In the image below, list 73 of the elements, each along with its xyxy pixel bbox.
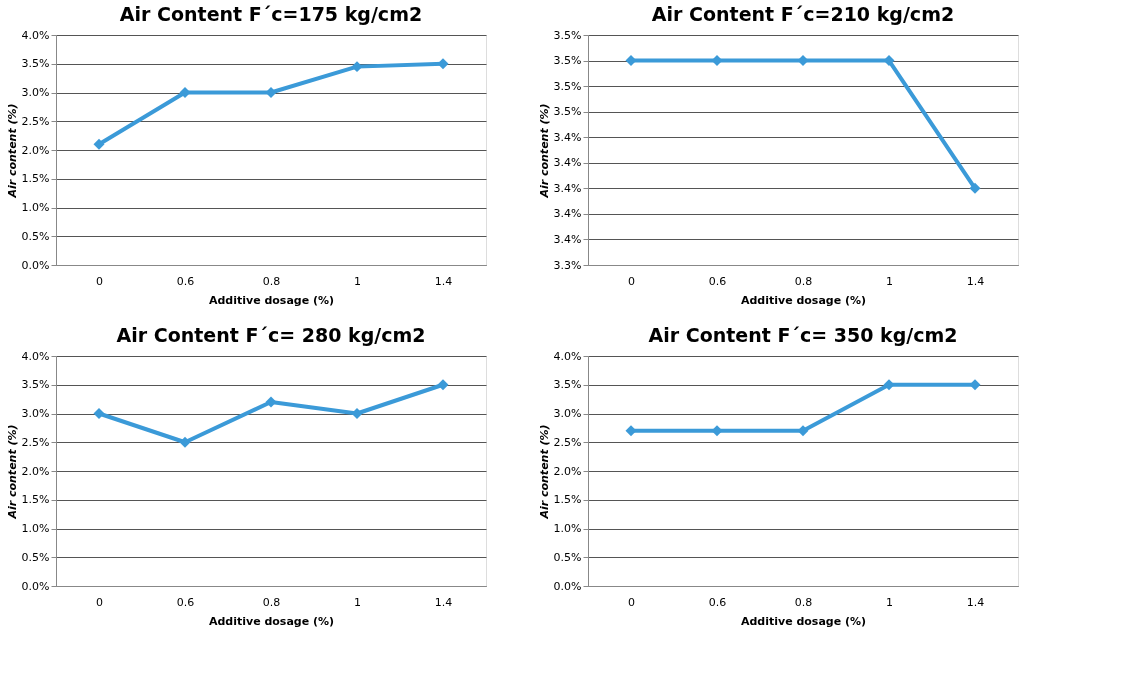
y-tick-label: 4.0% bbox=[21, 28, 50, 42]
y-tick-label: 3.5% bbox=[21, 57, 50, 71]
x-tick-label: 1 bbox=[886, 595, 893, 609]
y-tick-label: 2.5% bbox=[553, 435, 582, 449]
y-axis-title: Air content (%) bbox=[537, 103, 551, 199]
x-tick-label: 1 bbox=[354, 595, 361, 609]
y-tick-label: 3.5% bbox=[553, 105, 582, 119]
y-tick-label: 3.0% bbox=[21, 86, 50, 99]
x-tick-label: 0 bbox=[96, 274, 103, 288]
x-axis-title: Additive dosage (%) bbox=[208, 614, 335, 628]
x-tick-label: 0.6 bbox=[176, 274, 195, 288]
y-tick-label: 2.0% bbox=[553, 464, 582, 478]
y-tick-label: 1.0% bbox=[553, 522, 582, 535]
x-tick-label: 0 bbox=[96, 595, 103, 609]
x-tick-label: 0 bbox=[628, 274, 635, 288]
x-tick-label: 0.8 bbox=[794, 595, 813, 609]
y-tick-label: 3.3% bbox=[553, 258, 582, 272]
x-tick-label: 1.4 bbox=[434, 274, 453, 288]
y-tick-label: 1.0% bbox=[21, 201, 50, 214]
y-tick-label: 2.0% bbox=[21, 464, 50, 478]
y-tick-label: 1.5% bbox=[21, 493, 50, 507]
y-tick-label: 3.5% bbox=[553, 79, 582, 93]
x-tick-label: 0.8 bbox=[262, 274, 281, 288]
point bbox=[265, 396, 277, 408]
chart-title: Air Content F´c= 350 kg/cm2 bbox=[648, 324, 958, 346]
y-tick-label: 0.0% bbox=[21, 579, 50, 593]
chart-title: Air Content F´c=210 kg/cm2 bbox=[651, 3, 955, 25]
y-tick-label: 0.5% bbox=[21, 550, 50, 564]
chart-title: Air Content F´c=175 kg/cm2 bbox=[119, 3, 423, 25]
x-tick-label: 0.8 bbox=[794, 274, 813, 288]
y-axis-title: Air content (%) bbox=[5, 103, 19, 199]
x-tick-label: 0.6 bbox=[708, 274, 727, 288]
x-tick-label: 1.4 bbox=[966, 274, 985, 288]
point bbox=[437, 379, 449, 391]
y-tick-label: 0.0% bbox=[21, 258, 50, 272]
y-tick-label: 1.0% bbox=[21, 522, 50, 535]
y-axis-title: Air content (%) bbox=[537, 424, 551, 520]
y-tick-label: 3.4% bbox=[553, 181, 582, 195]
y-tick-label: 3.4% bbox=[553, 232, 582, 246]
x-tick-label: 1.4 bbox=[434, 595, 453, 609]
y-tick-label: 3.0% bbox=[553, 407, 582, 420]
x-tick-label: 1.4 bbox=[966, 595, 985, 609]
y-tick-label: 3.0% bbox=[21, 407, 50, 420]
y-tick-label: 2.5% bbox=[21, 435, 50, 449]
y-tick-label: 0.5% bbox=[553, 550, 582, 564]
x-tick-label: 0.8 bbox=[262, 595, 281, 609]
y-tick-label: 0.5% bbox=[21, 229, 50, 243]
x-tick-label: 0 bbox=[628, 595, 635, 609]
point bbox=[93, 138, 105, 150]
y-tick-label: 2.5% bbox=[21, 114, 50, 128]
chart-title: Air Content F´c= 280 kg/cm2 bbox=[116, 324, 426, 346]
y-tick-label: 0.0% bbox=[553, 579, 582, 593]
y-tick-label: 3.4% bbox=[553, 130, 582, 144]
x-axis-title: Additive dosage (%) bbox=[740, 614, 867, 628]
x-axis-title: Additive dosage (%) bbox=[740, 293, 867, 307]
y-tick-label: 4.0% bbox=[553, 349, 582, 363]
x-tick-label: 1 bbox=[886, 274, 893, 288]
x-tick-label: 0.6 bbox=[176, 595, 195, 609]
y-tick-label: 1.5% bbox=[21, 172, 50, 186]
y-tick-label: 3.5% bbox=[553, 28, 582, 42]
y-axis-title: Air content (%) bbox=[5, 424, 19, 520]
y-tick-label: 3.5% bbox=[553, 378, 582, 392]
y-tick-label: 3.4% bbox=[553, 207, 582, 221]
x-tick-label: 1 bbox=[354, 274, 361, 288]
y-tick-label: 3.4% bbox=[553, 156, 582, 170]
y-tick-label: 2.0% bbox=[21, 143, 50, 157]
point bbox=[179, 436, 191, 448]
y-tick-label: 3.5% bbox=[21, 378, 50, 392]
y-tick-label: 4.0% bbox=[21, 349, 50, 363]
y-tick-label: 1.5% bbox=[553, 493, 582, 507]
x-tick-label: 0.6 bbox=[708, 595, 727, 609]
x-axis-title: Additive dosage (%) bbox=[208, 293, 335, 307]
y-tick-label: 3.5% bbox=[553, 54, 582, 68]
